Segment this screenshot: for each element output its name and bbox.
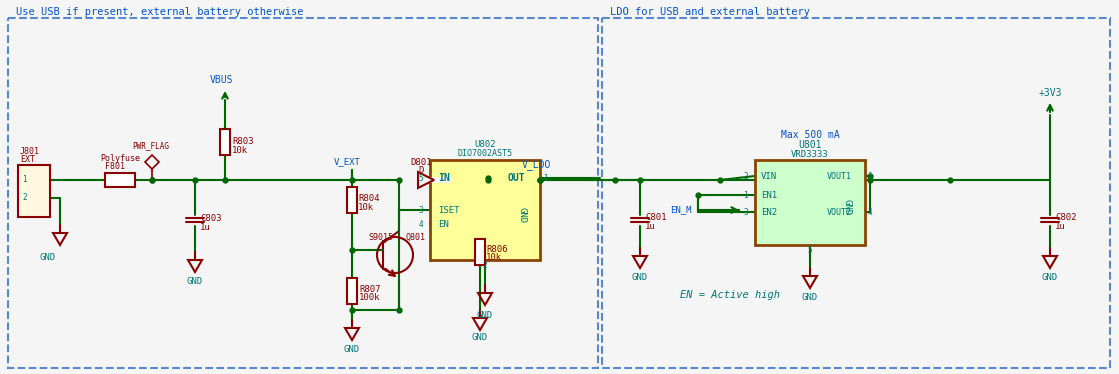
Text: U801: U801 [798, 140, 821, 150]
Text: C802: C802 [1055, 212, 1076, 221]
Text: 100k: 100k [359, 294, 380, 303]
Bar [220, 129, 231, 155]
Text: EN1: EN1 [761, 190, 777, 199]
Text: R806: R806 [486, 245, 508, 254]
Text: 5: 5 [808, 245, 812, 254]
Text: S9015: S9015 [368, 233, 393, 242]
Text: R803: R803 [232, 137, 254, 145]
Text: D801: D801 [410, 157, 432, 166]
Text: Q801: Q801 [405, 233, 425, 242]
Text: J801: J801 [20, 147, 40, 156]
Text: V_LDO: V_LDO [521, 160, 552, 171]
Text: LDO for USB and external battery: LDO for USB and external battery [610, 7, 810, 17]
Text: GND: GND [843, 199, 852, 215]
Text: PWR_FLAG: PWR_FLAG [132, 141, 169, 150]
Text: VOUT1: VOUT1 [827, 172, 852, 181]
Bar [105, 173, 135, 187]
Bar [755, 160, 865, 245]
Text: EN = Active high: EN = Active high [680, 290, 780, 300]
Bar [8, 18, 598, 368]
Text: 3: 3 [419, 205, 423, 215]
Text: GND: GND [517, 207, 527, 223]
Text: GND: GND [344, 346, 360, 355]
Text: C803: C803 [200, 214, 222, 223]
Text: 3: 3 [743, 208, 747, 217]
Text: VIN: VIN [761, 172, 777, 181]
Text: Max 500 mA: Max 500 mA [781, 130, 839, 140]
Text: 4: 4 [419, 220, 423, 229]
Text: GND: GND [802, 294, 818, 303]
Text: 2: 2 [482, 261, 487, 270]
Text: 6: 6 [868, 172, 873, 181]
Text: V_EXT: V_EXT [333, 157, 360, 166]
Text: F801: F801 [105, 162, 125, 171]
Text: OUT: OUT [508, 173, 526, 183]
Text: GND: GND [632, 273, 648, 282]
Text: R804: R804 [358, 193, 379, 202]
Text: Use USB if present, external battery otherwise: Use USB if present, external battery oth… [16, 7, 303, 17]
Text: GND: GND [187, 278, 203, 286]
Text: Polyfuse: Polyfuse [100, 153, 140, 162]
Text: VRD3333: VRD3333 [791, 150, 829, 159]
Text: 1: 1 [543, 174, 547, 183]
Text: 5: 5 [419, 174, 423, 183]
Bar [347, 187, 357, 213]
Bar [430, 160, 540, 260]
Text: GND: GND [472, 334, 488, 343]
Text: 1u: 1u [1055, 221, 1065, 230]
Text: 1u: 1u [200, 223, 210, 232]
Text: IN: IN [438, 173, 450, 183]
Text: 1: 1 [22, 175, 27, 184]
Bar [347, 278, 357, 304]
Text: EXT: EXT [20, 154, 35, 163]
Text: U802: U802 [474, 140, 496, 148]
Text: 10k: 10k [486, 254, 502, 263]
Text: 2: 2 [743, 172, 747, 181]
Text: 4: 4 [868, 208, 873, 217]
Bar [18, 165, 50, 217]
Text: GND: GND [477, 310, 493, 319]
Text: GND: GND [1042, 273, 1059, 282]
Text: R807: R807 [359, 285, 380, 294]
Text: ISET: ISET [438, 205, 460, 215]
Bar [602, 18, 1110, 368]
Text: +3V3: +3V3 [1038, 88, 1062, 98]
Text: EN: EN [438, 220, 449, 229]
Bar [474, 239, 485, 265]
Text: C801: C801 [645, 212, 667, 221]
Text: VOUT2: VOUT2 [827, 208, 852, 217]
Text: EN2: EN2 [761, 208, 777, 217]
Text: 1u: 1u [645, 221, 656, 230]
Text: 1: 1 [743, 190, 747, 199]
Text: VBUS: VBUS [209, 75, 233, 85]
Text: DIO7002AST5: DIO7002AST5 [458, 148, 513, 157]
Text: 10k: 10k [358, 202, 374, 212]
Text: 2: 2 [22, 193, 27, 202]
Text: GND: GND [40, 252, 56, 261]
Text: EN_M: EN_M [670, 205, 692, 215]
Text: 10k: 10k [232, 145, 248, 154]
Text: D: D [419, 166, 423, 175]
